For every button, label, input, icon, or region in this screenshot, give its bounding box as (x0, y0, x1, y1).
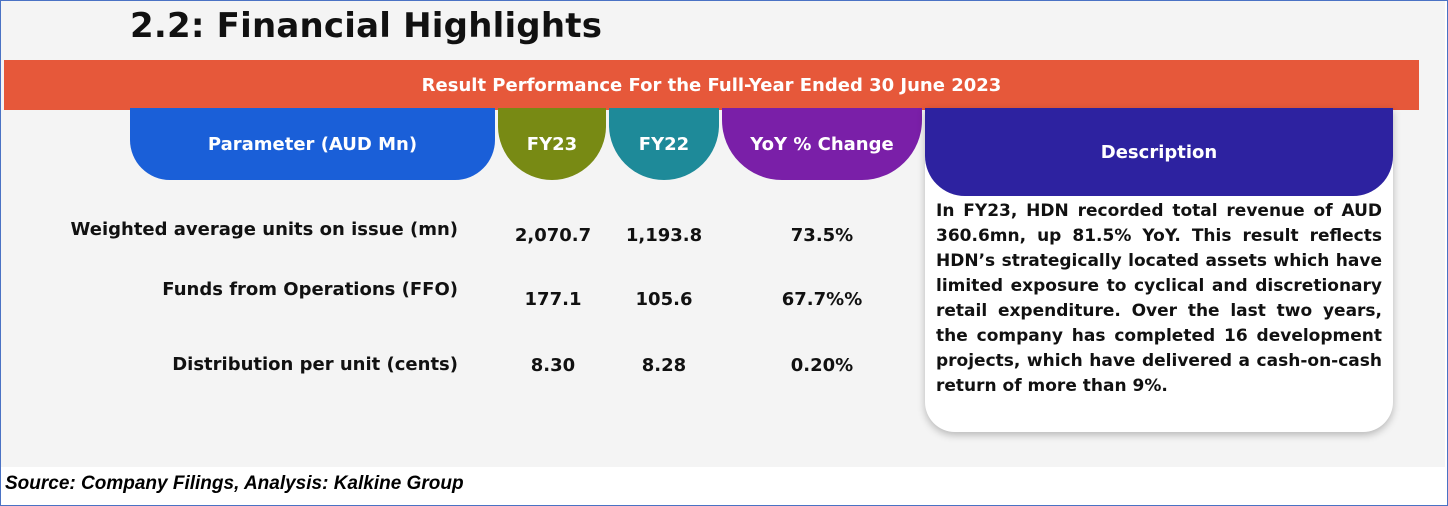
header-parameter: Parameter (AUD Mn) (130, 108, 495, 180)
row1-fy23: 2,070.7 (514, 225, 592, 246)
header-description: Description (925, 108, 1393, 196)
row-label-distribution: Distribution per unit (cents) (172, 354, 458, 375)
source-caption: Source: Company Filings, Analysis: Kalki… (5, 473, 464, 494)
row2-yoy: 67.7%% (781, 289, 863, 310)
row-label-weighted-units: Weighted average units on issue (mn) (70, 219, 458, 240)
row2-fy22: 105.6 (635, 289, 693, 310)
row3-fy22: 8.28 (641, 355, 687, 376)
section-title: 2.2: Financial Highlights (130, 6, 603, 46)
row2-fy23: 177.1 (524, 289, 582, 310)
row3-fy23: 8.30 (530, 355, 576, 376)
description-text: In FY23, HDN recorded total revenue of A… (936, 201, 1382, 396)
row3-yoy: 0.20% (790, 355, 854, 376)
row-label-ffo: Funds from Operations (FFO) (162, 279, 458, 300)
row1-fy22: 1,193.8 (625, 225, 703, 246)
result-banner: Result Performance For the Full-Year End… (4, 60, 1419, 110)
header-yoy-change: YoY % Change (722, 108, 922, 180)
row1-yoy: 73.5% (790, 225, 854, 246)
